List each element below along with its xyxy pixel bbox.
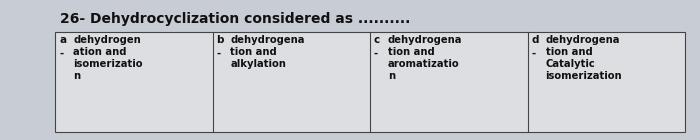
Text: c: c bbox=[374, 35, 380, 45]
Text: dehydrogena
tion and
alkylation: dehydrogena tion and alkylation bbox=[230, 35, 305, 69]
Text: dehydrogen
ation and
isomerizatio
n: dehydrogen ation and isomerizatio n bbox=[73, 35, 143, 81]
Text: a: a bbox=[59, 35, 66, 45]
Bar bbox=[55, 32, 685, 132]
Text: -: - bbox=[216, 49, 221, 59]
Text: 26- Dehydrocyclization considered as ..........: 26- Dehydrocyclization considered as ...… bbox=[60, 12, 410, 26]
Text: -: - bbox=[59, 49, 63, 59]
Text: dehydrogena
tion and
aromatizatio
n: dehydrogena tion and aromatizatio n bbox=[388, 35, 463, 81]
Text: b: b bbox=[216, 35, 224, 45]
Text: -: - bbox=[531, 49, 536, 59]
Text: dehydrogena
tion and
Catalytic
isomerization: dehydrogena tion and Catalytic isomeriza… bbox=[545, 35, 622, 81]
Text: d: d bbox=[531, 35, 539, 45]
Text: -: - bbox=[374, 49, 378, 59]
